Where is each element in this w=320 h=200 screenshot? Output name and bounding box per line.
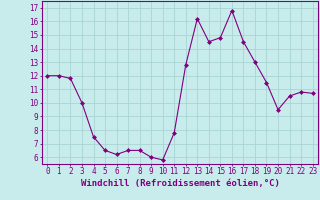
X-axis label: Windchill (Refroidissement éolien,°C): Windchill (Refroidissement éolien,°C) [81,179,279,188]
